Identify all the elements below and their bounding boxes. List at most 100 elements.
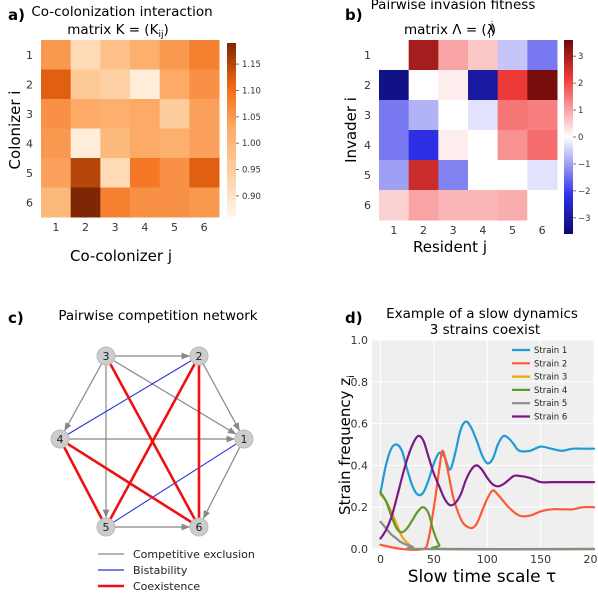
heatmap-cell	[100, 69, 131, 100]
heatmap-cell	[438, 190, 469, 221]
panel-b-title-close: )	[491, 22, 496, 38]
network-legend: Competitive exclusion Bistability Coexiste…	[98, 548, 255, 593]
heatmap-cell	[100, 128, 131, 159]
network-edge-exclusion	[202, 363, 241, 432]
network-node	[234, 429, 254, 449]
legend-label: Strain 4	[534, 386, 567, 396]
heatmap-cell	[189, 128, 220, 159]
x-tick-label: 5	[171, 221, 178, 234]
heatmap-cell	[159, 158, 190, 188]
x-tick-label: 4	[141, 221, 148, 234]
panel-b-ylabel: Invader i	[342, 97, 360, 163]
heatmap-cell	[497, 190, 528, 221]
heatmap-cell	[468, 190, 499, 221]
y-tick-label: 4	[364, 139, 371, 152]
heatmap-cell	[70, 128, 101, 159]
y-tick-label: 5	[364, 169, 371, 182]
y-tick-label: 2	[26, 78, 33, 91]
heatmap-a	[41, 40, 220, 218]
heatmap-cell	[468, 100, 499, 131]
colorbar-tick-label: 2	[578, 79, 583, 89]
heatmap-cell	[159, 99, 190, 129]
x-tick-label: 1	[390, 224, 397, 237]
network-edges	[63, 352, 241, 531]
legend-label: Strain 6	[534, 413, 567, 423]
heatmap-cell	[438, 40, 469, 71]
network-node-label: 6	[196, 521, 203, 534]
x-tick-label: 2	[82, 221, 89, 234]
heatmap-cell	[527, 190, 558, 221]
panel-b-title-sub: i	[488, 31, 491, 41]
heatmap-cell	[527, 130, 558, 161]
colorbar-a-ticks: 0.90 0.95 1.00 1.05 1.10 1.15	[236, 60, 261, 202]
legend-label: Competitive exclusion	[133, 548, 255, 561]
x-tick-label: 3	[450, 224, 457, 237]
panel-a-ylabel: Colonizer i	[6, 91, 24, 170]
panel-d-ylabel-sub: i	[346, 375, 357, 378]
heatmap-cell	[130, 128, 161, 159]
heatmap-cell	[159, 187, 190, 218]
panel-c: c) Pairwise competition network 1 2 3 4 5 6 C…	[8, 308, 258, 593]
network-node	[96, 346, 116, 366]
panel-a-title-line1: Co-colonization interaction	[31, 4, 212, 20]
x-tick-label: 1	[52, 221, 59, 234]
y-tick-label: 1.0	[351, 334, 369, 347]
colorbar-tick-label: 0	[578, 133, 583, 143]
panel-a-letter: a)	[8, 6, 25, 24]
heatmap-cell	[379, 40, 410, 71]
x-tick-label: 4	[479, 224, 486, 237]
panel-d-title-line2: 3 strains coexist	[430, 322, 540, 338]
heatmap-b-ticks: 1 2 3 4 5 6 1 2 3 4 5 6	[364, 49, 546, 237]
colorbar-tick-label: −1	[578, 160, 591, 170]
heatmap-cell	[100, 187, 131, 218]
heatmap-cell	[130, 99, 161, 129]
line-plot-legend: Strain 1 Strain 2 Strain 3 Strain 4 Strain 5…	[512, 346, 567, 423]
network-node	[96, 517, 116, 537]
panel-b-letter: b)	[345, 6, 363, 24]
panel-d: d) Example of a slow dynamics 3 strains …	[336, 306, 598, 587]
heatmap-cell	[468, 130, 499, 161]
colorbar-b-ticks: 3 2 1 0 −1 −2 −3	[573, 52, 591, 224]
heatmap-cell	[189, 69, 220, 100]
line-plot-series	[379, 420, 596, 552]
y-tick-label: 0.4	[351, 459, 369, 472]
network-node	[189, 517, 209, 537]
y-tick-label: 1	[26, 49, 33, 62]
colorbar-tick-label: 1.00	[242, 139, 261, 149]
colorbar-tick-label: 1	[578, 106, 583, 116]
heatmap-cell	[438, 100, 469, 131]
heatmap-cell	[497, 130, 528, 161]
y-tick-label: 4	[26, 137, 33, 150]
panel-b-title-sup: j	[490, 21, 494, 31]
heatmap-cell	[189, 40, 220, 70]
heatmap-cell	[408, 190, 439, 221]
legend-label: Bistability	[133, 564, 188, 577]
network-node-label: 5	[103, 521, 110, 534]
x-tick-label: 50	[427, 553, 441, 566]
colorbar-tick-label: 1.05	[242, 113, 261, 123]
network-node	[189, 346, 209, 366]
network-edge-coexistence	[66, 442, 193, 524]
panel-a-xlabel: Co-colonizer j	[70, 247, 172, 265]
heatmap-cell	[41, 69, 72, 100]
y-tick-label: 2	[364, 79, 371, 92]
heatmap-cell	[70, 99, 101, 129]
network-node-label: 2	[196, 350, 203, 363]
heatmap-cell	[130, 158, 161, 188]
colorbar-tick-label: −3	[578, 214, 591, 224]
legend-label: Strain 2	[534, 359, 567, 369]
heatmap-cell	[159, 128, 190, 159]
heatmap-cell	[41, 40, 72, 70]
x-tick-label: 100	[477, 553, 498, 566]
colorbar-b	[564, 40, 573, 234]
network-node	[50, 429, 70, 449]
x-tick-label: 6	[201, 221, 208, 234]
panel-a-title-sub: ij	[158, 30, 163, 40]
panel-d-ylabel: Strain frequency zi	[336, 375, 357, 515]
y-tick-label: 0.2	[351, 501, 369, 514]
heatmap-cell	[527, 160, 558, 191]
line-plot-ticks: 0 50 100 150 200 0.0 0.2 0.4 0.6 0.8 1.0	[351, 334, 598, 566]
heatmap-cell	[497, 160, 528, 191]
network-node-label: 3	[103, 350, 110, 363]
